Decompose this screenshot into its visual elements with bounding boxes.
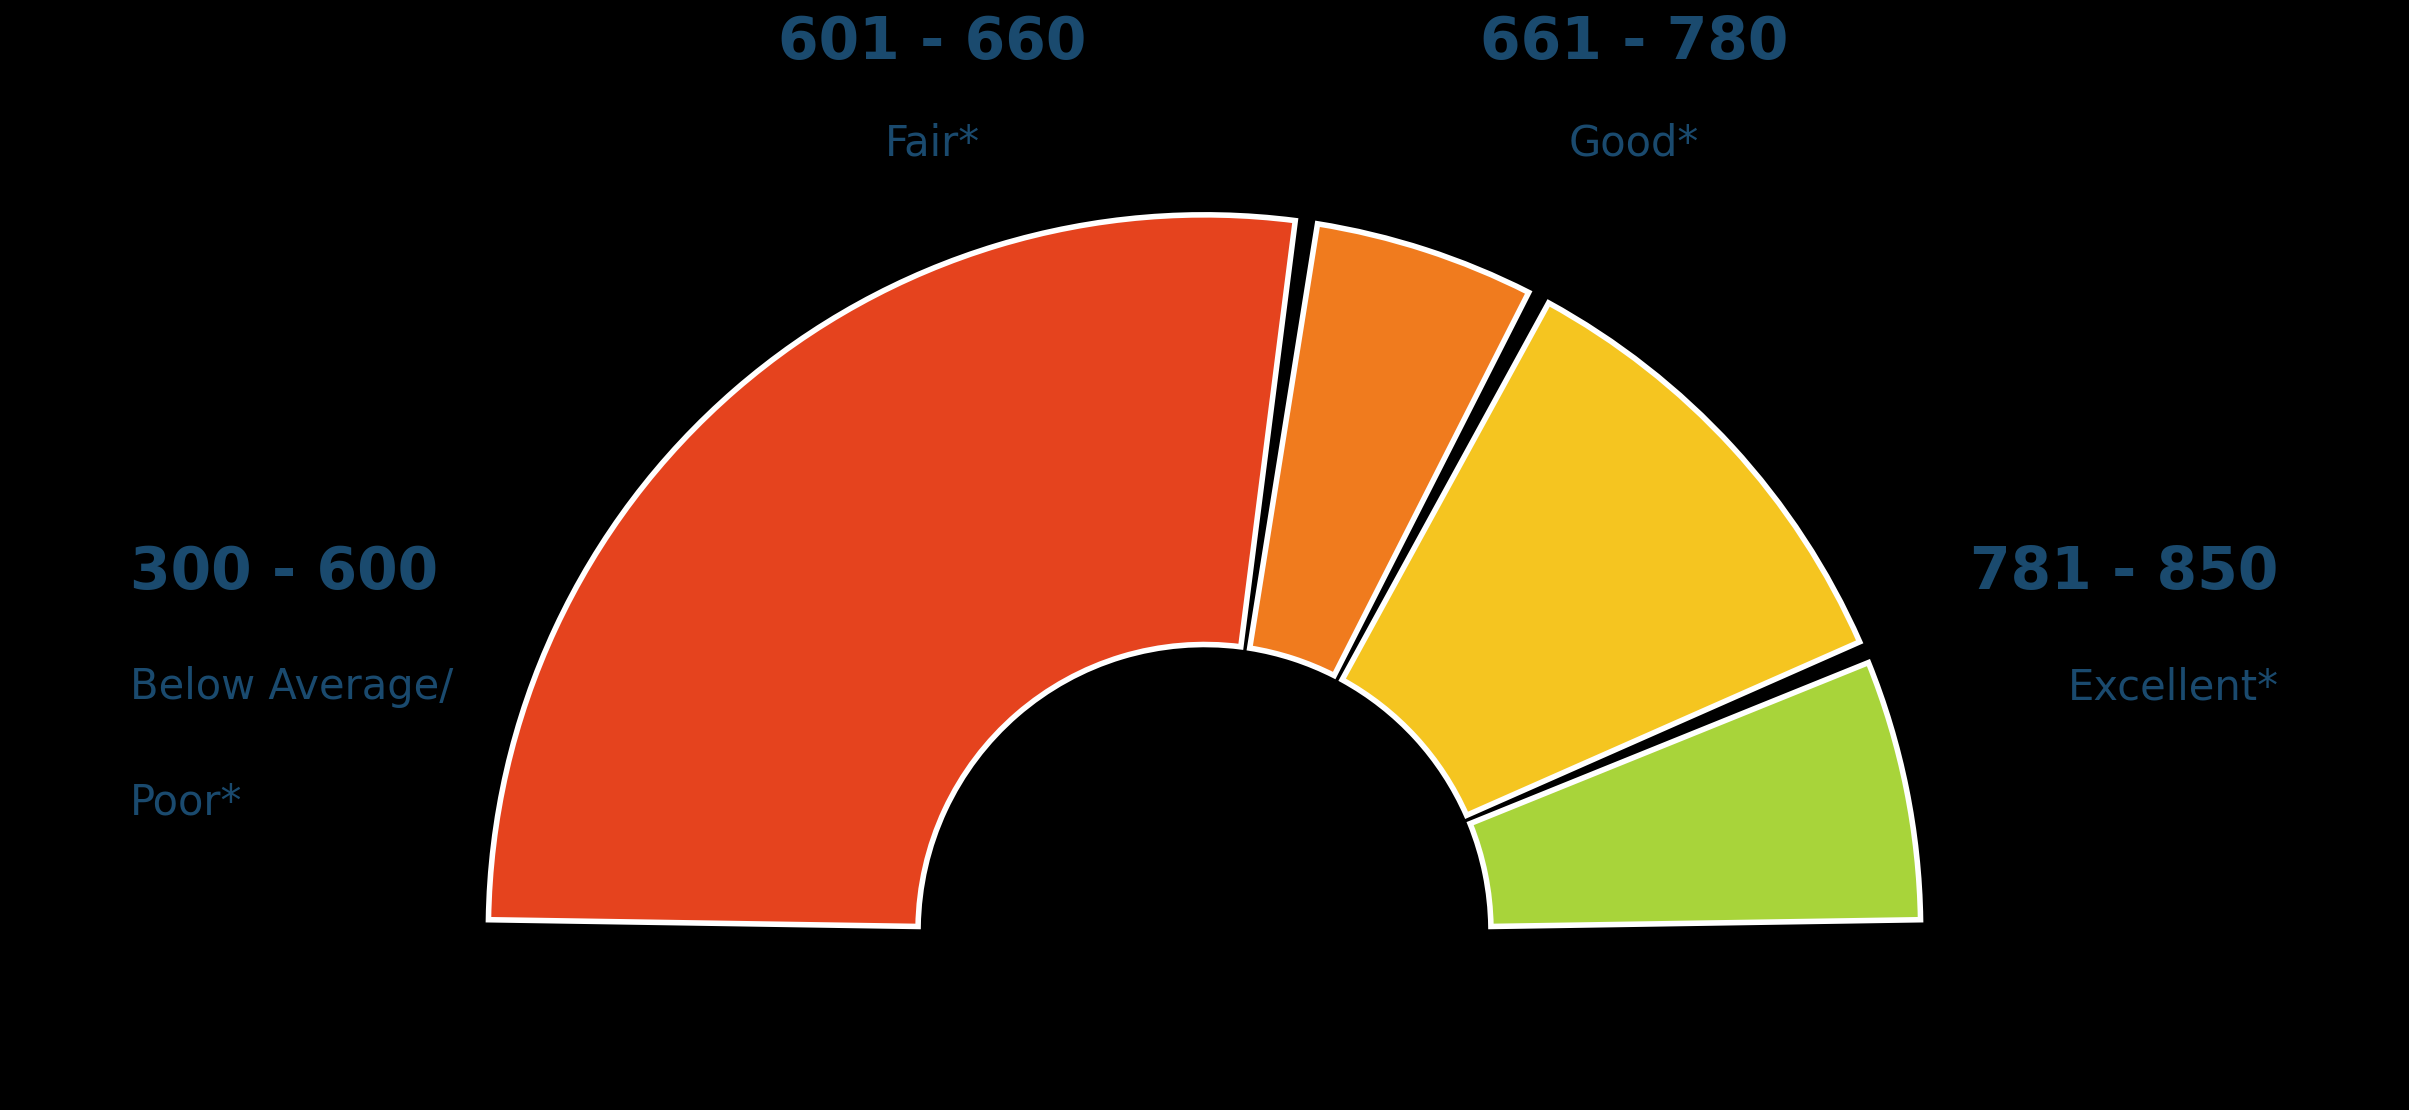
Wedge shape <box>1342 303 1860 816</box>
Text: Fair*: Fair* <box>884 122 980 164</box>
Text: Good*: Good* <box>1568 122 1698 164</box>
Text: 300 - 600: 300 - 600 <box>130 544 438 602</box>
Text: Poor*: Poor* <box>130 781 243 823</box>
Wedge shape <box>1250 224 1530 676</box>
Text: 781 - 850: 781 - 850 <box>1971 544 2279 602</box>
Text: 661 - 780: 661 - 780 <box>1479 14 1787 71</box>
Text: Below Average/: Below Average/ <box>130 666 453 708</box>
Text: 601 - 660: 601 - 660 <box>778 14 1086 71</box>
Text: Excellent*: Excellent* <box>2067 666 2279 708</box>
Wedge shape <box>1469 663 1920 927</box>
Wedge shape <box>489 215 1296 927</box>
